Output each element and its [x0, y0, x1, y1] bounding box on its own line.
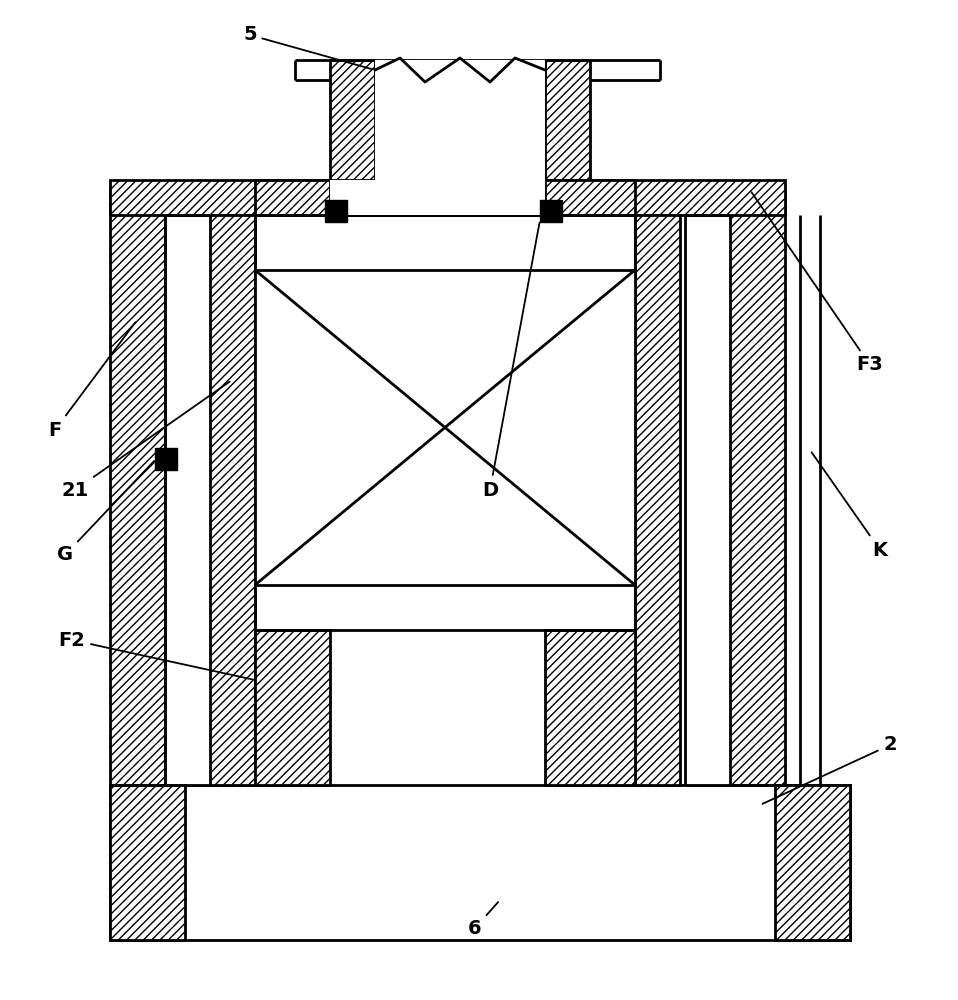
- Bar: [635, 215, 680, 785]
- Text: K: K: [811, 452, 887, 560]
- Bar: [775, 785, 850, 940]
- Bar: [255, 630, 330, 785]
- Bar: [155, 448, 177, 470]
- Bar: [110, 180, 330, 215]
- Text: D: D: [482, 223, 539, 499]
- Bar: [375, 60, 545, 180]
- Bar: [545, 60, 590, 180]
- Bar: [255, 270, 635, 585]
- Text: F2: F2: [58, 631, 252, 679]
- Bar: [110, 190, 165, 785]
- Bar: [110, 785, 850, 940]
- Text: 21: 21: [61, 382, 230, 499]
- Text: 6: 6: [468, 902, 498, 938]
- Bar: [325, 200, 347, 222]
- Text: G: G: [57, 461, 154, 564]
- Bar: [210, 215, 255, 785]
- Text: 2: 2: [763, 736, 897, 804]
- Bar: [330, 60, 375, 180]
- Bar: [165, 215, 210, 785]
- Bar: [330, 180, 545, 215]
- Bar: [545, 180, 635, 215]
- Bar: [540, 200, 562, 222]
- Bar: [730, 190, 785, 785]
- Text: F3: F3: [752, 192, 883, 374]
- Bar: [255, 180, 330, 215]
- Text: F: F: [48, 322, 135, 440]
- Bar: [545, 180, 785, 215]
- Bar: [110, 785, 185, 940]
- Bar: [685, 215, 730, 785]
- Bar: [255, 215, 635, 630]
- Bar: [545, 630, 635, 785]
- Text: 5: 5: [243, 25, 373, 69]
